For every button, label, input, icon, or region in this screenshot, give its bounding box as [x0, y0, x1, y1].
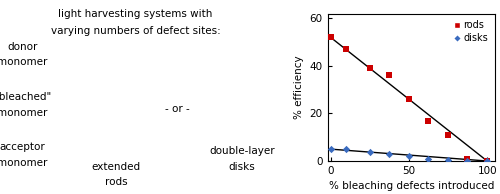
- Text: double-layer: double-layer: [209, 146, 274, 156]
- Point: [366, 67, 374, 70]
- Point: [424, 157, 432, 160]
- Text: - or -: - or -: [165, 104, 190, 114]
- Text: rods: rods: [105, 177, 128, 187]
- Point: [384, 152, 392, 155]
- Point: [444, 133, 452, 136]
- Point: [405, 98, 413, 101]
- Point: [463, 159, 471, 163]
- Text: varying numbers of defect sites:: varying numbers of defect sites:: [50, 26, 220, 36]
- Point: [384, 74, 392, 77]
- Point: [326, 148, 334, 151]
- Point: [326, 36, 334, 39]
- Text: "bleached": "bleached": [0, 92, 51, 102]
- Text: light harvesting systems with: light harvesting systems with: [58, 9, 212, 19]
- Point: [444, 158, 452, 161]
- Text: disks: disks: [228, 162, 256, 172]
- Point: [342, 148, 350, 151]
- Text: monomer: monomer: [0, 57, 48, 67]
- Y-axis label: % efficiency: % efficiency: [294, 55, 304, 119]
- Point: [424, 119, 432, 122]
- Legend: rods, disks: rods, disks: [451, 18, 490, 45]
- Text: acceptor: acceptor: [0, 142, 46, 152]
- Text: extended: extended: [92, 162, 140, 172]
- Point: [483, 159, 491, 163]
- Text: monomer: monomer: [0, 158, 48, 168]
- Text: donor: donor: [8, 42, 38, 52]
- X-axis label: % bleaching defects introduced: % bleaching defects introduced: [328, 181, 494, 191]
- Point: [463, 157, 471, 160]
- Point: [405, 155, 413, 158]
- Point: [366, 150, 374, 153]
- Text: monomer: monomer: [0, 107, 48, 118]
- Point: [483, 159, 491, 163]
- Point: [342, 48, 350, 51]
